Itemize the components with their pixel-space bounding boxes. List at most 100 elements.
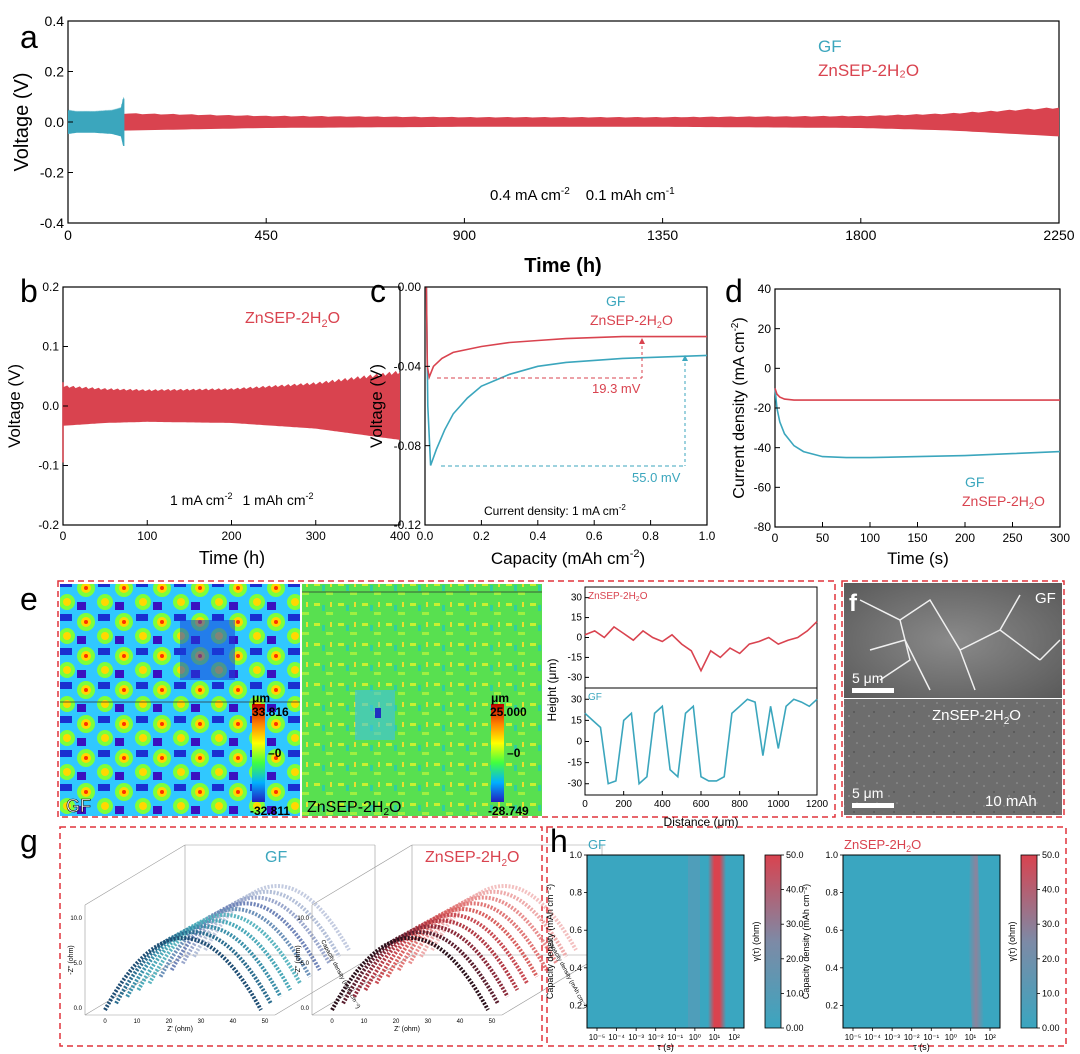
- panel-c-xlabel: Capacity (mAh cm-2): [491, 548, 645, 568]
- panel-label-c: c: [370, 273, 386, 309]
- panel-d-series: [774, 387, 1061, 459]
- h-right-title: ZnSEP-2H2O: [844, 837, 921, 854]
- g-zn-curve: [374, 913, 529, 985]
- g-right-3d-plot: Z' (ohm) -Z'' (ohm) Capacity density (mAh …: [295, 844, 603, 1033]
- h-y-tick-label: 0.4: [569, 963, 582, 973]
- g-gf-curve: [158, 907, 312, 978]
- panel-c-ylabel: Voltage (V): [367, 364, 386, 448]
- e-cbar-gf-min: -32.811: [250, 804, 290, 818]
- e-profile-frame: [584, 586, 818, 796]
- panel-d-legend-gf: GF: [965, 474, 984, 490]
- h-x-tick-label: 10²: [984, 1033, 996, 1042]
- panel-c-series: [425, 286, 708, 466]
- g-x-tick-label: 50: [489, 1019, 496, 1025]
- y-tick-label: -20: [754, 401, 772, 415]
- x-tick-label: 0.6: [586, 529, 603, 543]
- x-tick-label: 200: [615, 799, 632, 810]
- h-x-tick-label: 10⁰: [945, 1033, 957, 1042]
- h-cbar-tick-label: 20.0: [786, 954, 804, 964]
- x-tick-label: 0.8: [642, 529, 659, 543]
- c-arrow-zn: [639, 338, 645, 344]
- g-x-tick-label: 40: [230, 1019, 237, 1025]
- panel-c-annotations: 19.3 mV 55.0 mV Current density: 1 mA cm…: [437, 338, 688, 518]
- h-x-tick-label: 10⁻⁵: [589, 1033, 605, 1042]
- h-cbar-tick-label: 20.0: [1042, 954, 1060, 964]
- h-x-tick-label: 10²: [728, 1033, 740, 1042]
- panel-b: b 0 100 200 300 400 -0.2 -0.1 0.0 0.1 0.2 Time (h…: [5, 273, 410, 568]
- panel-d: d 0 50 100 150 200 250 300 -80 -60 -40 -20 0 20 40 Ti…: [725, 273, 1070, 568]
- g-zlabel: Capacity density (mAh cm⁻²): [319, 939, 360, 1010]
- g-y-tick-label: 5.0: [301, 961, 310, 967]
- h-y-tick-label: 0.2: [569, 1000, 582, 1010]
- y-tick-label: 0: [576, 737, 582, 748]
- panel-c-legend-gf: GF: [606, 293, 625, 309]
- g-zn-curve: [385, 907, 539, 978]
- panel-d-ylabel: Current density (mA cm-2): [730, 317, 748, 498]
- x-tick-label: 0: [60, 529, 67, 543]
- x-tick-label: 200: [955, 531, 975, 545]
- panel-b-axes: 0 100 200 300 400 -0.2 -0.1 0.0 0.1 0.2: [38, 280, 410, 543]
- x-tick-label: 0.2: [473, 529, 490, 543]
- g-y-tick-label: 0.0: [301, 1006, 310, 1012]
- g-zn-curve: [341, 930, 500, 1005]
- y-tick-label: 15: [571, 613, 583, 624]
- sem-top-image: [844, 583, 1062, 698]
- h-ylabel: Capacity density (mAh cm⁻²): [545, 884, 555, 999]
- panel-c: c 0.0 0.2 0.4 0.6 0.8 1.0-0.12-0.08-0.040.00 …: [367, 273, 716, 568]
- h-ylabel: Capacity density (mAh cm⁻²): [801, 884, 811, 999]
- x-tick-label: 300: [1050, 531, 1070, 545]
- g-gf-curve: [103, 936, 263, 1011]
- g-x-tick-label: 30: [425, 1019, 432, 1025]
- y-tick-label: -0.1: [38, 459, 59, 473]
- g-y-tick-label: 5.0: [74, 961, 83, 967]
- x-tick-label: 200: [221, 529, 241, 543]
- a-series-gf-envelope: [68, 96, 125, 146]
- g-x-tick-label: 10: [361, 1019, 368, 1025]
- sem-capacity-label: 10 mAh: [985, 793, 1037, 810]
- h-cbar-tick-label: 50.0: [1042, 850, 1060, 860]
- x-tick-label: 300: [306, 529, 326, 543]
- h-right-cbar: [1020, 854, 1038, 1029]
- y-tick-label: 0.2: [42, 280, 59, 294]
- e-profile-zn-label: ZnSEP-2H2O: [588, 591, 648, 603]
- h-right-band: [968, 855, 984, 1028]
- h-cbar-label: γ(τ) (ohm): [751, 921, 761, 961]
- g-left-3d-plot: Z' (ohm) -Z'' (ohm) Capacity density (mAh …: [68, 844, 376, 1033]
- x-tick-label: 0: [582, 799, 588, 810]
- c-annot-55mv: 55.0 mV: [632, 470, 681, 485]
- x-tick-label: 1.0: [699, 529, 716, 543]
- h-x-tick-label: 10⁻³: [884, 1033, 900, 1042]
- c-annot-current: Current density: 1 mA cm-2: [484, 503, 626, 518]
- g-zn-curve: [396, 901, 549, 971]
- e-map-zn-dark-patch: [375, 708, 381, 718]
- h-x-tick-label: 10⁻³: [628, 1033, 644, 1042]
- h-cbar-tick-label: 0.00: [1042, 1023, 1060, 1033]
- sem-scale-bottom-text: 5 μm: [852, 785, 883, 801]
- panel-label-a: a: [20, 19, 38, 55]
- g-gf-curve: [125, 924, 283, 998]
- panel-c-axes: 0.0 0.2 0.4 0.6 0.8 1.0 -0.12 -0.08 -0.04 0.00: [394, 280, 716, 543]
- panel-f: f GF 5 μm ZnSEP-2H2O 5 μm 10 mAh: [841, 580, 1065, 818]
- panel-d-axes: 0 50 100 150 200 250 300 -80 -60 -40 -20 0 20 40: [754, 282, 1071, 545]
- h-xlabel: τ (s): [913, 1042, 930, 1052]
- h-x-tick-label: 10¹: [709, 1033, 721, 1042]
- h-cbar-tick-label: 40.0: [786, 885, 804, 895]
- b-series-zn-envelope: [63, 370, 400, 440]
- panel-a-annotation: 0.4 mA cm-2 0.1 mAh cm-1: [490, 186, 675, 204]
- x-tick-label: 1200: [806, 799, 829, 810]
- panel-b-series: [62, 370, 400, 463]
- h-y-tick-label: 0.2: [825, 1000, 838, 1010]
- h-x-tick-label: 10⁻⁴: [864, 1033, 881, 1042]
- h-xlabel: τ (s): [657, 1042, 674, 1052]
- h-y-tick-label: 0.6: [825, 925, 838, 935]
- g-y-tick-label: 10.0: [70, 916, 82, 922]
- panel-f-frame: [841, 580, 1065, 818]
- e-cbar-zn-min: -28.749: [488, 804, 529, 818]
- panel-e: e μm 33.816 –0 -32.811 GF μm 25.000 –0 -…: [20, 580, 836, 829]
- y-tick-label: -0.04: [394, 360, 422, 374]
- g-xlabel: Z' (ohm): [167, 1026, 193, 1033]
- y-tick-label: -0.08: [394, 439, 422, 453]
- x-tick-label: 150: [907, 531, 927, 545]
- h-x-tick-label: 10⁻¹: [667, 1033, 683, 1042]
